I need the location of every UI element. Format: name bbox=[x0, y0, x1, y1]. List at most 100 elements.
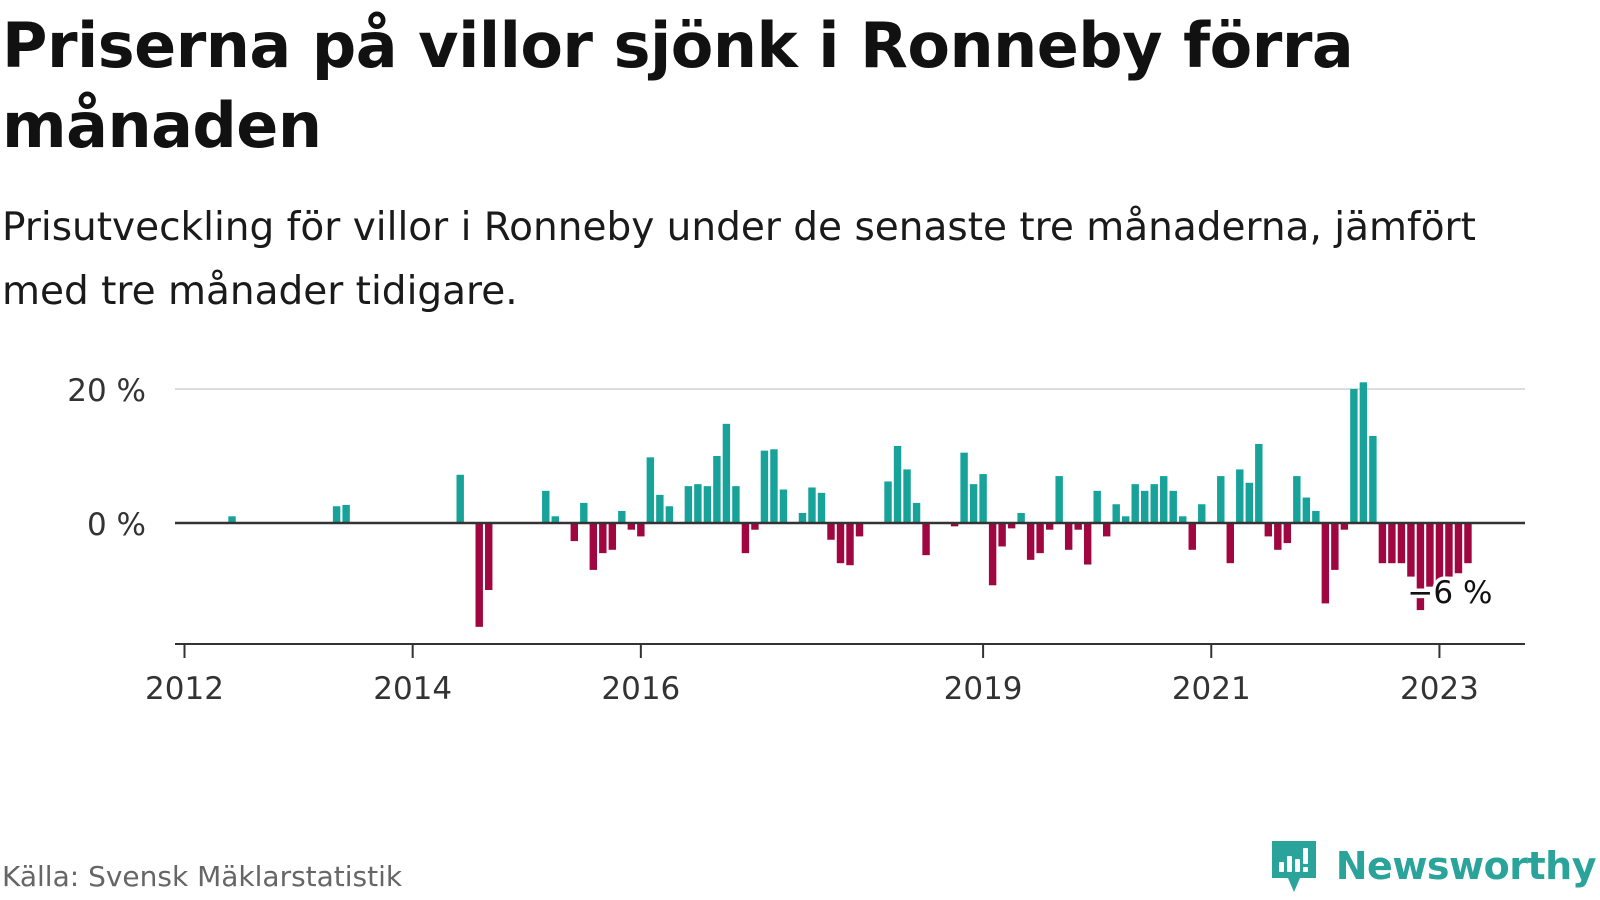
x-axis-ticks: 2012 2014 2016 2019 2021 2023 bbox=[145, 644, 1479, 707]
bar-2021-07 bbox=[1264, 523, 1273, 537]
bar-2021-11 bbox=[1302, 497, 1311, 523]
newsworthy-brand: Newsworthy bbox=[1268, 836, 1597, 896]
bar-2016-03 bbox=[656, 494, 664, 523]
bar-2013-06 bbox=[342, 504, 350, 523]
bar-2022-07 bbox=[1378, 523, 1387, 564]
bar-2022-05 bbox=[1359, 382, 1368, 523]
bar-2020-10 bbox=[1179, 516, 1187, 523]
bar-2021-03 bbox=[1226, 523, 1234, 564]
bar-2022-06 bbox=[1369, 435, 1377, 523]
brand-name: Newsworthy bbox=[1335, 844, 1597, 888]
bar-2018-10 bbox=[950, 523, 959, 527]
bar-2015-09 bbox=[599, 523, 607, 554]
bar-2019-05 bbox=[1017, 512, 1025, 523]
bar-2022-02 bbox=[1331, 523, 1339, 570]
annotation-halo: −6 % bbox=[1407, 575, 1492, 611]
bar-2021-05 bbox=[1245, 482, 1254, 523]
bar-2017-02 bbox=[760, 450, 769, 523]
bar-2016-10 bbox=[722, 423, 731, 523]
bar-2016-06 bbox=[684, 486, 693, 523]
bar-series bbox=[228, 382, 1472, 627]
bar-2023-04 bbox=[1464, 523, 1472, 564]
bar-2018-11 bbox=[960, 452, 968, 523]
bar-2019-02 bbox=[988, 523, 997, 586]
bar-2014-08 bbox=[475, 523, 483, 627]
bar-2016-09 bbox=[713, 456, 721, 523]
bar-chart: 0 % 20 % 2012 2014 2016 2019 2021 2023 −6 %−6 … bbox=[67, 373, 1525, 707]
bar-2022-01 bbox=[1321, 523, 1330, 604]
bar-2018-03 bbox=[884, 481, 892, 523]
bar-2017-08 bbox=[817, 492, 826, 523]
bar-2023-02 bbox=[1445, 523, 1453, 577]
bar-2016-11 bbox=[732, 486, 740, 523]
bar-2017-12 bbox=[855, 523, 864, 537]
bar-2023-01 bbox=[1435, 523, 1444, 584]
source-note: Källa: Svensk Mäklarstatistik bbox=[2, 860, 403, 893]
bar-2021-12 bbox=[1312, 510, 1320, 523]
bar-2015-06 bbox=[570, 523, 579, 542]
chart-title: Priserna på villor sjönk i Ronneby förra… bbox=[2, 9, 1354, 162]
chart-subtitle: Prisutveckling för villor i Ronneby unde… bbox=[2, 205, 1476, 314]
bar-2017-07 bbox=[808, 487, 816, 523]
bar-2015-08 bbox=[589, 523, 598, 570]
bar-2017-03 bbox=[770, 449, 778, 523]
bar-2017-09 bbox=[827, 523, 835, 540]
bar-2022-04 bbox=[1350, 389, 1358, 523]
bar-2018-12 bbox=[969, 484, 978, 523]
bar-2022-08 bbox=[1388, 523, 1396, 564]
bar-2016-12 bbox=[741, 523, 750, 554]
bar-2017-11 bbox=[846, 523, 854, 566]
bar-2019-11 bbox=[1074, 523, 1082, 530]
bar-2019-07 bbox=[1036, 523, 1044, 554]
bar-2018-06 bbox=[912, 502, 921, 523]
bar-2020-04 bbox=[1122, 516, 1130, 523]
bar-2019-10 bbox=[1064, 523, 1073, 550]
bar-2015-07 bbox=[580, 502, 588, 523]
bar-2015-10 bbox=[608, 523, 617, 550]
y-tick-label: 20 % bbox=[67, 373, 146, 409]
bar-2020-08 bbox=[1160, 476, 1168, 523]
bar-2014-09 bbox=[485, 523, 493, 590]
bar-2014-06 bbox=[456, 474, 464, 523]
bar-2020-03 bbox=[1112, 504, 1120, 523]
bar-2021-09 bbox=[1283, 523, 1292, 544]
bar-2019-08 bbox=[1045, 523, 1054, 530]
bar-2017-04 bbox=[779, 489, 788, 523]
bar-2020-09 bbox=[1169, 490, 1177, 523]
bar-2020-12 bbox=[1198, 504, 1206, 523]
bar-2019-09 bbox=[1055, 476, 1063, 523]
bar-2019-03 bbox=[998, 523, 1006, 547]
bar-2022-09 bbox=[1397, 523, 1406, 564]
bar-2023-03 bbox=[1454, 523, 1463, 574]
bar-2016-07 bbox=[694, 484, 702, 523]
bar-2017-06 bbox=[798, 512, 807, 523]
bar-2018-07 bbox=[922, 523, 930, 556]
newsworthy-logo-icon bbox=[1271, 841, 1316, 892]
bar-2022-03 bbox=[1340, 523, 1349, 530]
bar-2022-12 bbox=[1426, 523, 1434, 587]
y-tick-label: 0 % bbox=[87, 507, 146, 543]
bar-2016-04 bbox=[665, 506, 674, 523]
bar-2020-07 bbox=[1150, 484, 1158, 523]
bar-2012-06 bbox=[228, 516, 236, 523]
x-tick-label: 2023 bbox=[1400, 671, 1479, 707]
bar-2021-04 bbox=[1236, 469, 1244, 523]
bar-2016-08 bbox=[703, 486, 712, 523]
bar-2013-05 bbox=[332, 506, 341, 523]
bar-2019-01 bbox=[979, 474, 987, 523]
bar-2020-06 bbox=[1141, 490, 1149, 523]
latest-value-annotation: −6 %−6 % bbox=[1404, 572, 1496, 615]
y-axis-ticks: 0 % 20 % bbox=[67, 373, 146, 543]
bar-2020-11 bbox=[1188, 523, 1196, 550]
bar-2020-02 bbox=[1102, 523, 1111, 537]
bar-2019-06 bbox=[1026, 523, 1035, 560]
bar-2020-05 bbox=[1131, 484, 1139, 523]
x-tick-label: 2014 bbox=[373, 671, 452, 707]
x-tick-label: 2016 bbox=[601, 671, 680, 707]
bar-2015-12 bbox=[627, 523, 636, 530]
bar-2021-08 bbox=[1274, 523, 1282, 550]
bar-2017-10 bbox=[836, 523, 845, 564]
bar-2021-02 bbox=[1217, 476, 1225, 523]
bar-2021-10 bbox=[1293, 476, 1301, 523]
x-tick-label: 2012 bbox=[145, 671, 224, 707]
